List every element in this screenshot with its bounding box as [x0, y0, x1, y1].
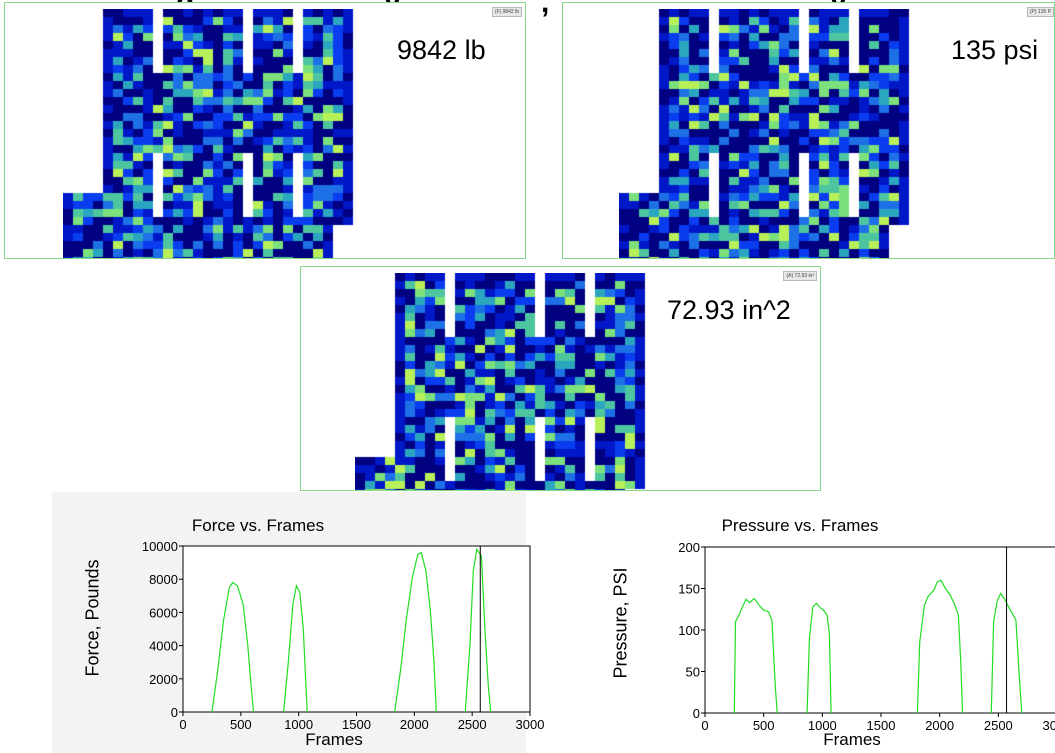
pressure-chart: Pressure vs. Frames Frames Pressure, PSI… [600, 492, 1055, 753]
pressure-y-tick-label: 100 [678, 623, 700, 638]
pressure-y-tick-label: 150 [678, 582, 700, 597]
force-x-tick-label: 2000 [400, 717, 429, 732]
area-value-label: 72.93 in^2 [667, 295, 791, 325]
force-y-tick-label: 0 [171, 705, 178, 720]
force-x-tick-label: 3000 [516, 717, 545, 732]
pressure-series-line [806, 602, 832, 714]
pressure-chart-title: Pressure vs. Frames [721, 516, 879, 535]
pressure-x-tick-label: 0 [701, 718, 708, 733]
pressure-x-tick-label: 1500 [867, 718, 896, 733]
area-heatmap [355, 273, 675, 490]
force-chart-title: Force vs. Frames [191, 516, 325, 535]
pressure-tag-badge: (P) 135 P [1026, 7, 1054, 17]
force-x-tick-label: 1500 [342, 717, 371, 732]
force-series-line [394, 551, 437, 713]
force-plot-svg: 0 500 1000 1500 2000 2500 3000 0 2000 4000 6000 800… [142, 539, 545, 732]
force-pressure-heatmap [63, 9, 383, 258]
title-fragment-comma: , [541, 0, 550, 18]
pressure-heatmap-panel: 135 psi (P) 135 P [562, 2, 1055, 259]
pressure-y-tick-label: 200 [678, 540, 700, 555]
pressure-x-tick-label: 2000 [925, 718, 954, 733]
force-series-line [464, 547, 492, 713]
force-tag-badge: (F) 9842 lb [491, 7, 522, 17]
force-series-line [283, 583, 308, 713]
force-series-line [211, 581, 255, 713]
force-y-tick-label: 10000 [142, 539, 178, 554]
force-y-tick-label: 2000 [149, 672, 178, 687]
pressure-y-tick-label: 50 [686, 665, 700, 680]
pressure-x-axis-label: Frames [823, 730, 881, 749]
force-x-tick-label: 500 [230, 717, 252, 732]
pressure-heatmap [619, 9, 939, 258]
force-x-tick-label: 1000 [284, 717, 313, 732]
pressure-series-line [990, 592, 1023, 714]
force-y-tick-label: 6000 [149, 605, 178, 620]
area-heatmap-panel: 72.93 in^2 (A) 72.93 in² [300, 266, 821, 491]
pressure-plot-area [704, 546, 1055, 714]
force-plot-area [182, 545, 531, 713]
force-x-tick-label: 2500 [458, 717, 487, 732]
pressure-y-tick-label: 0 [693, 706, 700, 721]
pressure-series-line [916, 579, 964, 714]
pressure-plot-svg: 0 500 1000 1500 2000 2500 3000 0 50 100 150 200 [678, 540, 1055, 733]
area-tag-badge: (A) 72.93 in² [783, 271, 817, 281]
force-x-tick-label: 0 [179, 717, 186, 732]
pressure-x-tick-label: 500 [753, 718, 775, 733]
force-heatmap-panel: 9842 lb (F) 9842 lb [4, 2, 526, 259]
pressure-value-label: 135 psi [951, 35, 1039, 65]
force-y-tick-label: 8000 [149, 572, 178, 587]
pressure-x-tick-label: 1000 [808, 718, 837, 733]
pressure-x-tick-label: 2500 [984, 718, 1013, 733]
force-x-axis-label: Frames [305, 730, 363, 749]
force-value-label: 9842 lb [397, 35, 486, 65]
pressure-series-line [733, 597, 778, 714]
force-y-tick-label: 4000 [149, 639, 178, 654]
pressure-x-tick-label: 3000 [1043, 718, 1055, 733]
